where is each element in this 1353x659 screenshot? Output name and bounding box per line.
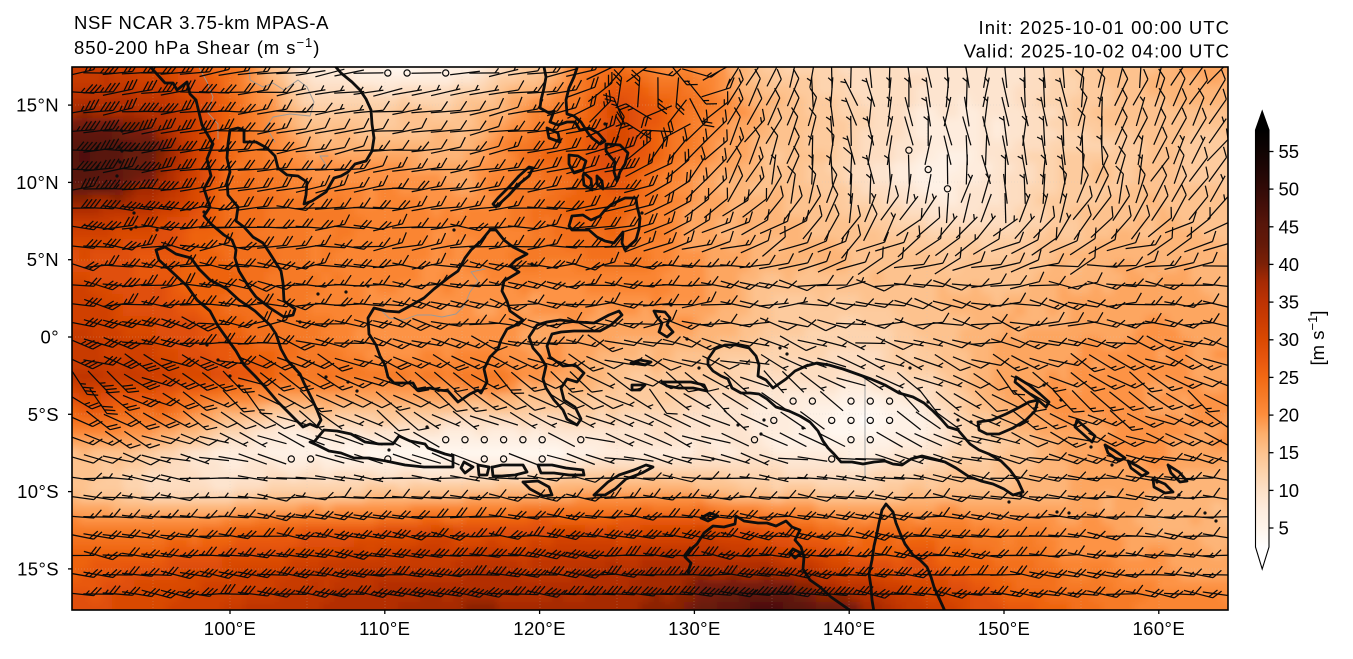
svg-text:5: 5 (1279, 518, 1289, 539)
svg-text:40: 40 (1279, 254, 1300, 275)
svg-text:20: 20 (1279, 405, 1300, 426)
svg-text:5°S: 5°S (28, 404, 59, 425)
svg-text:150°E: 150°E (978, 618, 1031, 639)
svg-text:160°E: 160°E (1132, 618, 1185, 639)
svg-text:Valid: 2025-10-02 04:00 UTC: Valid: 2025-10-02 04:00 UTC (964, 41, 1230, 62)
svg-text:45: 45 (1279, 216, 1300, 237)
svg-text:15°S: 15°S (17, 558, 59, 579)
svg-text:5°N: 5°N (27, 249, 59, 270)
svg-text:30: 30 (1279, 329, 1300, 350)
svg-text:100°E: 100°E (204, 618, 257, 639)
svg-text:10°N: 10°N (16, 172, 59, 193)
svg-text:130°E: 130°E (668, 618, 721, 639)
svg-text:25: 25 (1279, 367, 1300, 388)
svg-text:15: 15 (1279, 442, 1300, 463)
svg-text:50: 50 (1279, 179, 1300, 200)
svg-text:NSF NCAR 3.75-km MPAS-A: NSF NCAR 3.75-km MPAS-A (74, 12, 329, 33)
svg-text:0°: 0° (41, 327, 60, 348)
svg-text:35: 35 (1279, 292, 1300, 313)
svg-text:Init: 2025-10-01 00:00 UTC: Init: 2025-10-01 00:00 UTC (979, 17, 1231, 38)
svg-text:55: 55 (1279, 141, 1300, 162)
svg-text:110°E: 110°E (359, 618, 410, 639)
svg-text:10: 10 (1279, 480, 1300, 501)
svg-text:15°N: 15°N (16, 95, 59, 116)
svg-text:120°E: 120°E (513, 618, 566, 639)
svg-text:850-200 hPa Shear (m s−1): 850-200 hPa Shear (m s−1) (74, 35, 320, 58)
svg-text:140°E: 140°E (823, 618, 876, 639)
svg-text:10°S: 10°S (17, 481, 59, 502)
